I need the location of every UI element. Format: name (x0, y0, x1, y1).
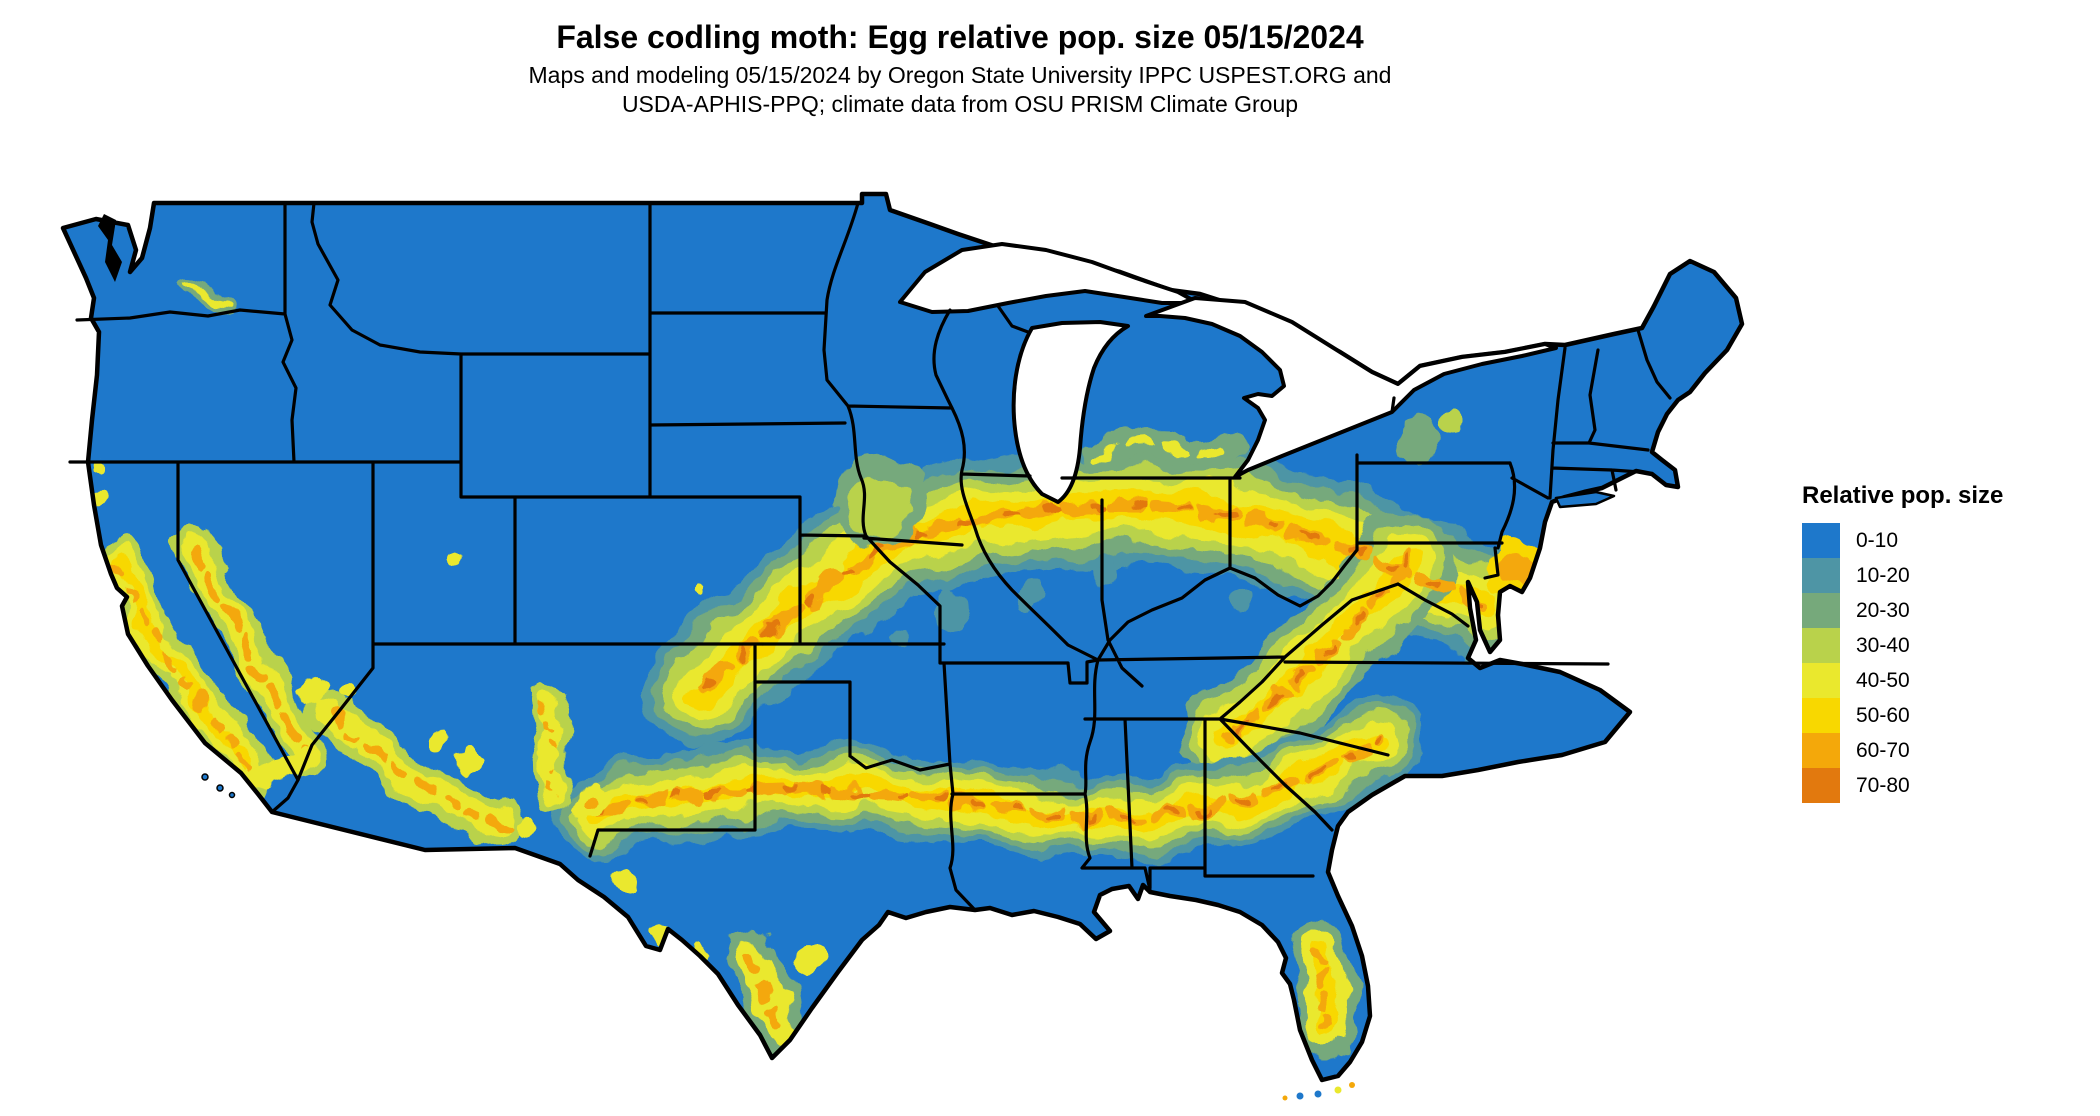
legend-item-20-30: 20-30 (1802, 593, 2003, 628)
subtitle-line-2: USDA-APHIS-PPQ; climate data from OSU PR… (621, 91, 1299, 117)
legend-item-70-80: 70-80 (1802, 768, 2003, 803)
page-title: False codling moth: Egg relative pop. si… (556, 19, 1364, 55)
legend-swatch-60-70 (1802, 733, 1840, 768)
legend-swatch-10-20 (1802, 558, 1840, 593)
legend-label: 20-30 (1856, 598, 1910, 622)
legend-swatch-30-40 (1802, 628, 1840, 663)
legend-swatch-70-80 (1802, 768, 1840, 803)
legend-item-50-60: 50-60 (1802, 698, 2003, 733)
legend-swatch-20-30 (1802, 593, 1840, 628)
legend-label: 50-60 (1856, 703, 1910, 727)
legend-item-40-50: 40-50 (1802, 663, 2003, 698)
legend-item-0-10: 0-10 (1802, 523, 2003, 558)
legend-title: Relative pop. size (1802, 482, 2004, 509)
legend-item-10-20: 10-20 (1802, 558, 2003, 593)
legend-label: 10-20 (1856, 563, 1910, 587)
channel-islands (201, 773, 236, 799)
state-borders (68, 201, 1672, 912)
legend-swatch-40-50 (1802, 663, 1840, 698)
legend-label: 70-80 (1856, 773, 1910, 797)
figure-header: False codling moth: Egg relative pop. si… (160, 18, 1760, 119)
legend-item-30-40: 30-40 (1802, 628, 2003, 663)
legend: Relative pop. size 0-10 10-20 20-30 30-40 40… (1802, 482, 2003, 803)
legend-label: 0-10 (1856, 528, 1899, 552)
florida-keys (1282, 1082, 1355, 1101)
legend-rows: 0-10 10-20 20-30 30-40 40-50 50-60 60-70 70-80 (1802, 523, 2003, 803)
legend-swatch-50-60 (1802, 698, 1840, 733)
legend-swatch-0-10 (1802, 523, 1840, 558)
legend-label: 30-40 (1856, 633, 1910, 657)
legend-label: 60-70 (1856, 738, 1910, 762)
puget-sound (98, 214, 122, 282)
legend-item-60-70: 60-70 (1802, 733, 2003, 768)
subtitle-line-1: Maps and modeling 05/15/2024 by Oregon S… (528, 62, 1392, 88)
long-island (1554, 490, 1616, 509)
legend-label: 40-50 (1856, 668, 1910, 692)
lakes-huron-erie-ontario (1144, 296, 1558, 479)
